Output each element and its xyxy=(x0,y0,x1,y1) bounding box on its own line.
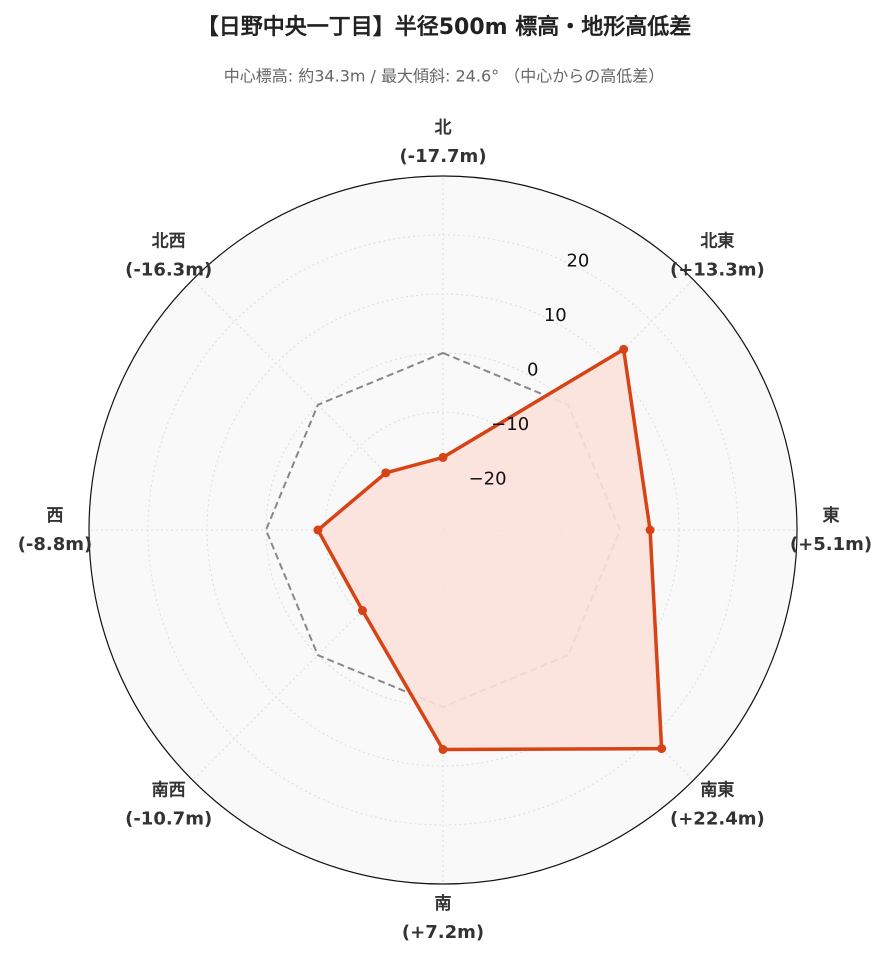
r-tick-label: 0 xyxy=(527,359,538,380)
data-point xyxy=(645,525,655,535)
chart-subtitle: 中心標高: 約34.3m / 最大傾斜: 24.6° （中心からの高低差） xyxy=(224,67,664,86)
data-point xyxy=(438,744,448,754)
value-label: (+7.2m) xyxy=(402,922,484,943)
data-point xyxy=(438,452,448,462)
data-point xyxy=(619,344,629,354)
r-tick-label: 20 xyxy=(566,250,589,271)
r-tick-label: −20 xyxy=(469,468,507,489)
data-point xyxy=(313,525,323,535)
category-label: 南西 xyxy=(152,779,186,800)
category-label: 北東 xyxy=(700,231,734,252)
value-label: (-8.8m) xyxy=(18,534,93,555)
chart-title: 【日野中央一丁目】半径500m 標高・地形高低差 xyxy=(197,14,692,40)
category-label: 東 xyxy=(823,505,840,526)
value-label: (-10.7m) xyxy=(125,808,212,829)
category-label: 北 xyxy=(435,118,452,138)
r-tick-label: −10 xyxy=(491,414,529,435)
plot-border xyxy=(88,175,798,885)
data-point xyxy=(357,606,367,616)
category-label: 西 xyxy=(47,506,64,526)
value-label: (+22.4m) xyxy=(670,808,765,829)
r-tick-label: 10 xyxy=(544,305,567,326)
value-label: (-16.3m) xyxy=(125,260,212,281)
value-label: (+5.1m) xyxy=(790,534,872,555)
category-label: 南 xyxy=(435,893,452,914)
category-label: 南東 xyxy=(700,779,734,800)
data-point xyxy=(657,744,667,754)
data-point xyxy=(381,468,391,478)
value-label: (+13.3m) xyxy=(670,260,765,281)
category-label: 北西 xyxy=(152,232,186,252)
value-label: (-17.7m) xyxy=(399,146,486,167)
